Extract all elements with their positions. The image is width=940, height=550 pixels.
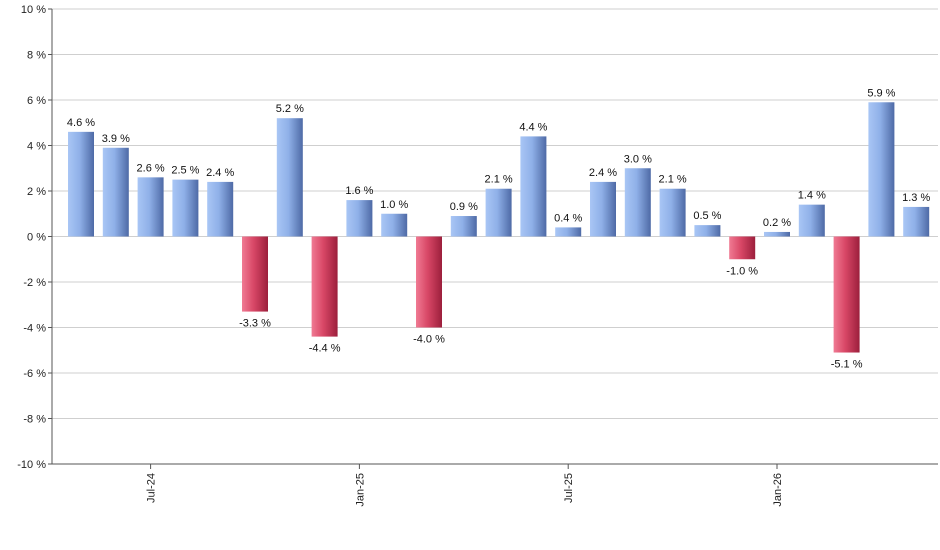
bar-value-label: -1.0 % xyxy=(726,265,758,277)
data-labels-layer: 4.6 % 3.9 % 2.6 % 2.5 % 2.4 % -3.3 % 5.2 % -4.4… xyxy=(67,87,931,370)
bar-value-label: 1.3 % xyxy=(902,192,930,204)
bar-value-label: 2.6 % xyxy=(137,162,165,174)
bar-positive xyxy=(485,188,512,237)
bar-value-label: 4.4 % xyxy=(519,121,547,133)
bar-value-label: -4.4 % xyxy=(309,343,341,355)
bar-value-label: 1.0 % xyxy=(380,199,408,211)
bar-positive xyxy=(764,231,790,237)
bar-positive xyxy=(590,181,616,237)
bar-value-label: -4.0 % xyxy=(413,334,445,346)
bar-value-label: 0.2 % xyxy=(763,217,791,229)
y-tick-label: 4 % xyxy=(27,141,46,153)
bar-positive xyxy=(555,227,582,237)
bar-value-label: 3.9 % xyxy=(102,133,130,145)
bar-value-label: 2.4 % xyxy=(206,167,234,179)
bars-layer xyxy=(68,102,930,353)
axes-layer: 10 % 8 % 6 % 4 % 2 % 0 % -2 % -4 % -6 % -8 % -10 %… xyxy=(17,4,938,507)
bar-negative xyxy=(416,236,442,328)
y-tick-label: 6 % xyxy=(27,95,46,107)
bar-value-label: 5.2 % xyxy=(276,103,304,115)
x-tick-label: Jan-25 xyxy=(354,473,366,507)
bar-positive xyxy=(172,179,199,237)
bar-value-label: 0.9 % xyxy=(450,201,478,213)
y-tick-label: -10 % xyxy=(17,459,46,471)
bar-positive xyxy=(450,216,477,237)
x-tick-label: Jul-25 xyxy=(563,473,575,503)
bar-positive xyxy=(102,147,129,237)
bar-positive xyxy=(798,204,825,237)
bar-positive xyxy=(276,118,303,237)
y-tick-label: -2 % xyxy=(23,277,46,289)
bar-value-label: 2.4 % xyxy=(589,167,617,179)
y-tick-label: -6 % xyxy=(23,368,46,380)
bar-value-label: 4.6 % xyxy=(67,117,95,129)
y-tick-label: 2 % xyxy=(27,186,46,198)
bar-value-label: 1.4 % xyxy=(798,190,826,202)
bar-positive xyxy=(903,206,930,237)
bar-value-label: 3.0 % xyxy=(624,153,652,165)
bar-positive xyxy=(624,168,651,237)
bar-value-label: 2.5 % xyxy=(171,165,199,177)
bar-value-label: 5.9 % xyxy=(867,87,895,99)
bar-value-label: 2.1 % xyxy=(659,174,687,186)
bar-negative xyxy=(311,236,338,337)
bar-positive xyxy=(207,181,234,237)
bar-positive xyxy=(346,200,373,237)
bar-value-label: 0.4 % xyxy=(554,212,582,224)
bar-positive xyxy=(68,131,94,237)
bar-positive xyxy=(381,213,408,237)
y-tick-label: -4 % xyxy=(23,323,46,335)
y-tick-label: 8 % xyxy=(27,50,46,62)
bar-positive xyxy=(520,136,547,237)
bar-positive xyxy=(137,177,164,237)
bar-negative xyxy=(833,236,860,353)
y-tick-label: -8 % xyxy=(23,414,46,426)
bar-negative xyxy=(242,236,268,312)
x-tick-label: Jan-26 xyxy=(772,473,784,507)
bar-value-label: 1.6 % xyxy=(345,185,373,197)
x-tick-label: Jul-24 xyxy=(146,473,158,503)
bar-negative xyxy=(729,236,756,260)
bar-value-label: 2.1 % xyxy=(485,174,513,186)
y-tick-label: 10 % xyxy=(21,4,46,16)
y-tick-label: 0 % xyxy=(27,232,46,244)
bar-positive xyxy=(868,102,895,237)
bar-positive xyxy=(694,225,721,237)
bar-value-label: -3.3 % xyxy=(239,318,271,330)
bar-value-label: -5.1 % xyxy=(831,359,863,371)
bar-positive xyxy=(659,188,686,237)
bar-value-label: 0.5 % xyxy=(693,210,721,222)
